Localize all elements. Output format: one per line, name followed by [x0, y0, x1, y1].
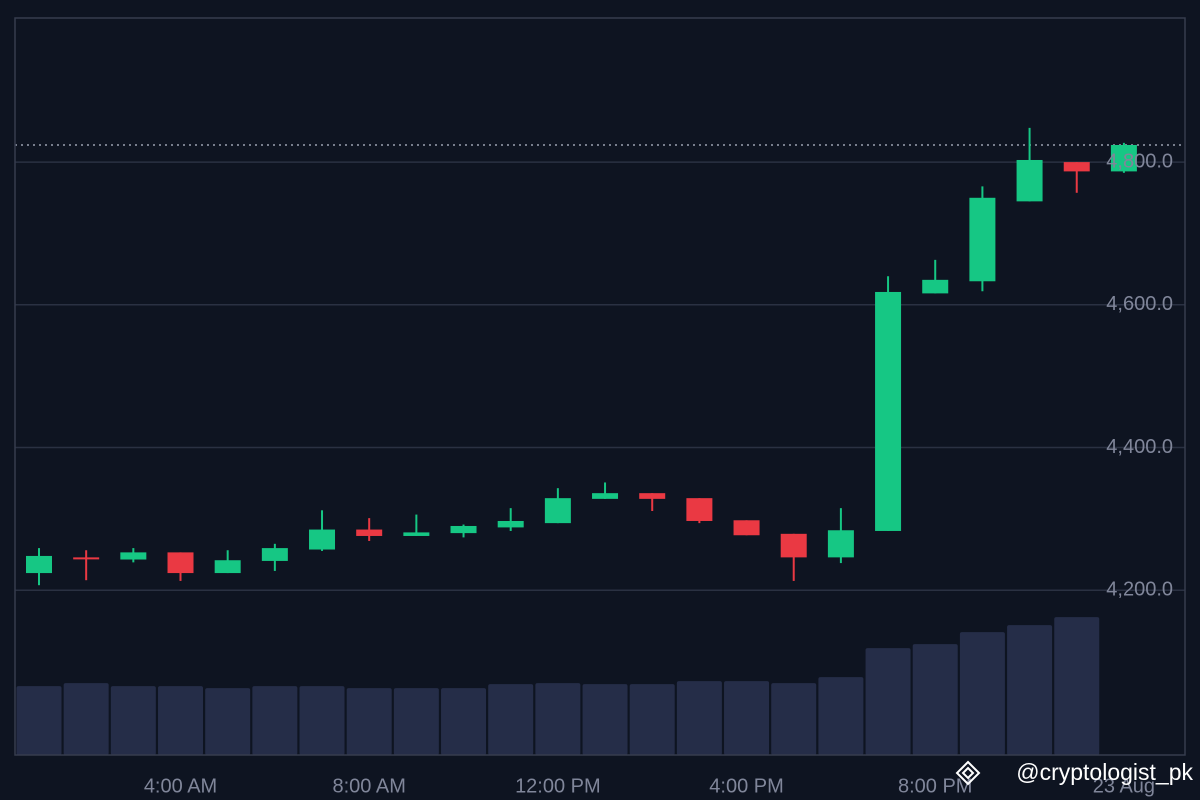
- volume-bar: [1054, 617, 1100, 755]
- candle-body: [827, 530, 854, 558]
- candle-body: [356, 529, 383, 536]
- volume-bar: [205, 688, 251, 755]
- x-tick-label: 8:00 AM: [332, 775, 405, 797]
- volume-bar: [771, 683, 817, 755]
- candle-body: [922, 279, 949, 294]
- volume-bar: [818, 677, 864, 755]
- plot-border: [14, 17, 1186, 756]
- y-tick-label: 4,400.0: [1106, 436, 1173, 458]
- y-tick-label: 4,200.0: [1106, 578, 1173, 600]
- candle-body: [26, 555, 52, 574]
- x-tick-label: 23 Aug: [1093, 775, 1155, 797]
- volume-bar: [676, 681, 722, 755]
- candle-body: [733, 520, 760, 536]
- watermark-icon: [955, 760, 981, 786]
- volume-bar: [441, 688, 487, 755]
- candle-body: [1016, 159, 1043, 202]
- y-tick-label: 4,800.0: [1106, 150, 1173, 172]
- volume-bar: [299, 686, 345, 755]
- candle-body: [1110, 144, 1137, 172]
- volume-bar: [346, 688, 392, 755]
- x-tick-label: 8:00 PM: [898, 775, 972, 797]
- candle-body: [686, 498, 713, 521]
- candle-body: [780, 533, 807, 558]
- candle-body: [403, 532, 430, 536]
- x-tick-label: 4:00 PM: [709, 775, 783, 797]
- volume-bar: [488, 684, 534, 755]
- candle-body: [544, 498, 571, 524]
- candle-body: [214, 560, 241, 574]
- volume-bar: [912, 644, 958, 755]
- volume-layer: [16, 617, 1100, 755]
- grid: [15, 144, 1185, 591]
- candle-body: [73, 557, 100, 560]
- volume-bar: [535, 683, 581, 755]
- candle-body: [639, 493, 666, 499]
- volume-bar: [1007, 625, 1053, 755]
- candle-body: [120, 552, 147, 560]
- x-tick-label: 4:00 AM: [144, 775, 217, 797]
- icon-diamond: [955, 760, 981, 786]
- candle-body: [875, 291, 902, 531]
- candle-body: [592, 493, 619, 499]
- candle-body: [497, 520, 524, 528]
- volume-bar: [865, 648, 911, 755]
- volume-bar: [16, 686, 62, 755]
- candle-body: [969, 197, 996, 282]
- candle-body: [167, 552, 194, 574]
- y-tick-label: 4,600.0: [1106, 293, 1173, 315]
- candle-body: [1063, 162, 1090, 172]
- volume-bar: [252, 686, 298, 755]
- candle-layer: [26, 127, 1137, 586]
- volume-bar: [393, 688, 439, 755]
- volume-bar: [629, 684, 675, 755]
- candle-body: [450, 525, 477, 534]
- watermark: @cryptologist_pk: [1016, 759, 1193, 785]
- label-layer: 4,200.0 4,400.0 4,600.0 4,800.0 4:00 AM 8:00 …: [144, 150, 1173, 797]
- candle-body: [309, 529, 336, 550]
- icon-inner: [961, 766, 975, 780]
- x-tick-label: 12:00 PM: [515, 775, 601, 797]
- volume-bar: [582, 684, 628, 755]
- volume-bar: [959, 632, 1005, 755]
- volume-bar: [724, 681, 770, 755]
- volume-bar: [110, 686, 156, 755]
- candle-body: [261, 548, 288, 561]
- volume-bar: [63, 683, 109, 755]
- volume-bar: [158, 686, 204, 755]
